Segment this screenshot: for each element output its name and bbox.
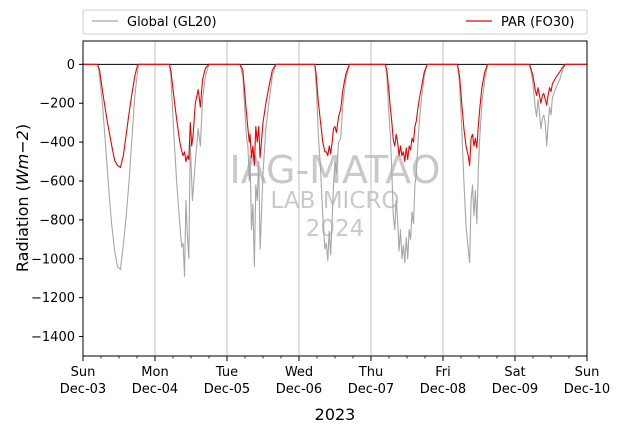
x-tick-label-date: Dec-07 bbox=[348, 382, 394, 397]
y-tick-label: −1200 bbox=[31, 291, 75, 306]
x-tick-label-day: Mon bbox=[141, 365, 168, 380]
y-tick-label: −600 bbox=[39, 175, 75, 190]
x-tick-label-date: Dec-08 bbox=[420, 382, 466, 397]
y-tick-label: 0 bbox=[67, 58, 75, 73]
x-tick-label-date: Dec-06 bbox=[276, 382, 322, 397]
x-tick-label-day: Fri bbox=[435, 365, 451, 380]
x-tick-label-day: Wed bbox=[285, 365, 313, 380]
series-line-par bbox=[83, 63, 587, 168]
y-axis-title-prefix: Radiation ( bbox=[13, 185, 32, 272]
y-tick-label: −1400 bbox=[31, 330, 75, 345]
x-tick-label-day: Sun bbox=[575, 365, 600, 380]
x-axis-title: 2023 bbox=[315, 405, 356, 424]
y-tick-label: −400 bbox=[39, 136, 75, 151]
x-tick-label-day: Sun bbox=[71, 365, 96, 380]
x-tick-label-date: Dec-05 bbox=[204, 382, 250, 397]
y-tick-label: −200 bbox=[39, 97, 75, 112]
legend: Global (GL20) PAR (FO30) bbox=[82, 9, 588, 35]
legend-label-par: PAR (FO30) bbox=[501, 15, 574, 30]
x-tick-label-day: Sat bbox=[504, 365, 525, 380]
legend-label-global: Global (GL20) bbox=[127, 15, 217, 30]
x-tick-label-day: Tue bbox=[215, 365, 238, 380]
watermark-line-2: LAB MICRO bbox=[271, 188, 400, 214]
x-tick-label-date: Dec-09 bbox=[492, 382, 538, 397]
y-axis-title: Radiation (Wm−2) bbox=[13, 124, 32, 272]
y-axis-title-suffix: ) bbox=[13, 124, 32, 130]
y-axis: 0 −200 −400 −600 −800 −1000 −1200 −1400 bbox=[31, 58, 83, 345]
x-tick-label-date: Dec-10 bbox=[564, 382, 610, 397]
x-axis: Sun Dec-03 Mon Dec-04 Tue Dec-05 Wed Dec-06 Thu D… bbox=[60, 356, 610, 397]
series-group bbox=[83, 63, 587, 277]
grid-lines bbox=[154, 41, 516, 356]
y-axis-title-unit: Wm−2 bbox=[13, 130, 32, 185]
watermark-line-3: 2024 bbox=[306, 216, 365, 242]
x-tick-label-date: Dec-03 bbox=[60, 382, 106, 397]
series-line-global bbox=[83, 63, 587, 277]
y-tick-label: −800 bbox=[39, 213, 75, 228]
x-tick-label-date: Dec-04 bbox=[132, 382, 178, 397]
x-tick-label-day: Thu bbox=[358, 365, 383, 380]
y-tick-label: −1000 bbox=[31, 252, 75, 267]
legend-frame bbox=[82, 9, 588, 35]
